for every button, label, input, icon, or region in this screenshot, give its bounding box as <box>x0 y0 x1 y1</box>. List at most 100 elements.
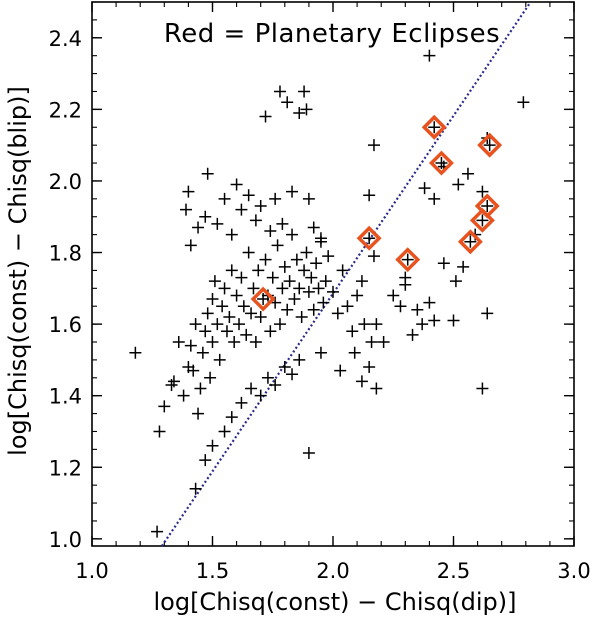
data-point <box>254 389 267 402</box>
data-point <box>235 396 248 409</box>
chart-title: Red = Planetary Eclipses <box>164 19 500 49</box>
data-point <box>269 192 282 205</box>
x-tick-label: 2.5 <box>437 559 470 583</box>
data-point <box>192 407 205 420</box>
data-point <box>449 275 462 288</box>
data-point <box>464 235 477 248</box>
data-point <box>341 300 354 313</box>
y-axis-label: log[Chisq(const) − Chisq(blip)] <box>4 86 32 456</box>
data-point <box>129 346 142 359</box>
data-point <box>201 307 214 320</box>
data-point <box>358 318 371 331</box>
data-point <box>249 336 262 348</box>
data-point <box>363 189 376 202</box>
data-point <box>322 250 335 263</box>
data-point <box>211 318 224 331</box>
data-point <box>336 264 349 277</box>
data-point <box>377 336 390 348</box>
data-point <box>235 271 248 284</box>
data-point <box>428 121 441 134</box>
data-point <box>230 289 243 302</box>
data-point <box>298 264 311 277</box>
data-point <box>370 382 383 395</box>
data-point <box>192 221 205 234</box>
data-point <box>365 336 378 348</box>
data-point <box>273 318 286 331</box>
data-point <box>184 339 197 352</box>
y-tick-label: 2.0 <box>49 170 82 194</box>
data-point <box>225 264 238 277</box>
data-point <box>461 167 474 180</box>
data-point <box>167 375 180 388</box>
y-tick-label: 1.4 <box>49 385 82 409</box>
data-point <box>447 314 460 327</box>
data-point <box>237 300 250 313</box>
data-point <box>264 325 277 338</box>
data-point <box>245 307 258 320</box>
data-point <box>261 371 274 384</box>
data-point <box>206 336 219 348</box>
highlight-layer <box>250 114 503 312</box>
data-point <box>240 328 253 341</box>
y-tick-label: 2.2 <box>49 98 82 122</box>
data-point <box>281 96 294 109</box>
data-point <box>418 182 431 195</box>
data-point <box>517 96 530 109</box>
data-point <box>216 300 229 313</box>
y-tick-label: 1.2 <box>49 456 82 480</box>
data-point <box>295 310 308 323</box>
data-point <box>259 110 272 123</box>
data-point <box>179 203 192 216</box>
data-point <box>286 368 299 381</box>
data-point <box>254 200 267 212</box>
data-point <box>220 325 233 338</box>
data-point <box>476 382 489 395</box>
data-point <box>286 185 299 198</box>
data-point <box>351 289 364 302</box>
data-point <box>355 275 368 288</box>
data-point <box>211 217 224 230</box>
data-point <box>225 411 238 424</box>
data-point <box>182 185 195 198</box>
data-point <box>435 157 448 170</box>
eclipse-diamond-marker <box>250 286 276 312</box>
data-point <box>247 282 260 295</box>
data-point <box>312 282 325 295</box>
data-point <box>355 375 368 388</box>
data-point <box>281 303 294 316</box>
data-point <box>300 103 313 116</box>
data-point <box>423 49 436 62</box>
data-point <box>245 382 258 395</box>
data-point <box>242 246 255 259</box>
data-point <box>230 178 243 191</box>
data-point <box>184 239 197 252</box>
x-tick-label: 2.0 <box>316 559 349 583</box>
data-point <box>293 353 306 366</box>
data-point <box>172 336 185 348</box>
y-tick-label: 1.6 <box>49 313 82 337</box>
axis-ticks <box>91 1 575 546</box>
eclipse-diamond-marker <box>395 247 421 273</box>
data-point <box>206 293 219 306</box>
data-point <box>387 289 400 302</box>
data-point <box>346 325 359 338</box>
data-point <box>177 389 190 402</box>
data-point <box>423 296 436 309</box>
data-point <box>206 439 219 452</box>
data-point <box>218 282 231 295</box>
data-point <box>269 378 282 391</box>
eclipse-diamond-marker <box>356 225 382 251</box>
data-point <box>437 257 450 270</box>
data-point <box>218 425 231 438</box>
data-point <box>288 293 301 306</box>
data-point <box>476 214 489 227</box>
data-point <box>151 525 164 538</box>
data-point <box>334 364 347 377</box>
y-tick-label: 2.4 <box>49 27 82 51</box>
data-point <box>276 282 289 295</box>
data-point <box>259 253 272 266</box>
data-point <box>319 275 332 288</box>
data-point <box>290 253 303 266</box>
eclipse-diamond-marker <box>469 207 495 233</box>
